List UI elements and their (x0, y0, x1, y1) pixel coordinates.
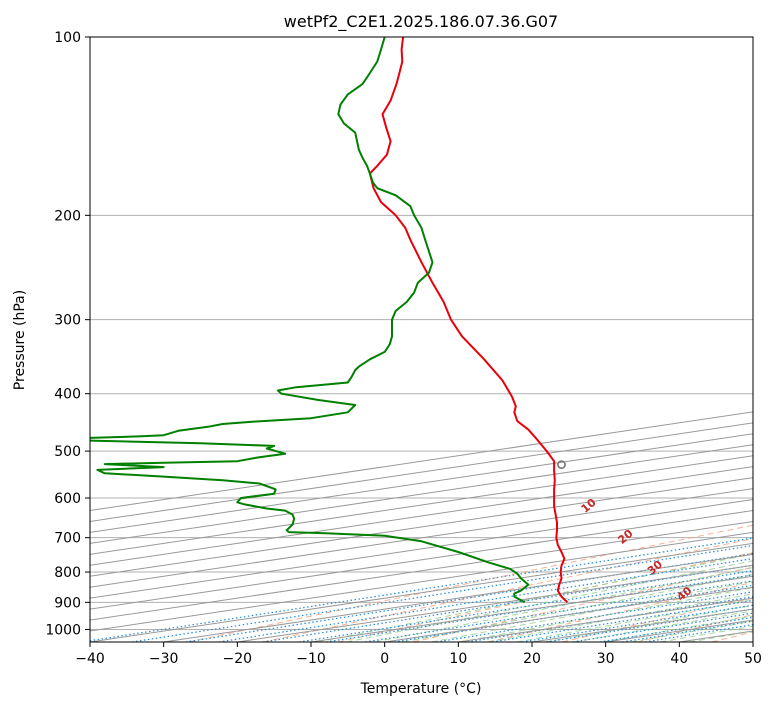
isotherm-line (90, 499, 753, 599)
x-tick-label: −30 (149, 651, 179, 667)
y-tick-label: 600 (54, 491, 81, 507)
lcl-marker (557, 460, 566, 470)
y-tick-label: 800 (54, 565, 81, 581)
y-tick-label: 500 (54, 444, 81, 460)
x-tick-label: 20 (523, 651, 541, 667)
x-tick-label: −10 (296, 651, 326, 667)
isotherm-line (752, 641, 753, 642)
mixing-ratio-line (185, 552, 753, 642)
mixing-ratio-line (522, 604, 753, 642)
y-tick-label: 900 (54, 595, 81, 611)
x-axis: −40 −30 −20 −10 0 10 20 30 40 50 (75, 642, 762, 667)
isotherm-line (90, 466, 753, 566)
x-tick-label: −40 (75, 651, 105, 667)
sounding-series (90, 37, 569, 604)
mixing-ratio-line (90, 537, 753, 642)
dewpoint-line (90, 37, 530, 604)
plot-content: -100-90-80-70-60-50-40-30-20-10102030400… (90, 37, 753, 642)
x-tick-label: 0 (380, 651, 389, 667)
y-tick-label: 700 (54, 531, 81, 547)
isotherm-line (90, 488, 753, 588)
mixing-ratio-line (572, 612, 753, 642)
y-tick-label: 1000 (45, 622, 81, 638)
moist-adiabat-line (346, 560, 753, 642)
chart-title: wetPf2_C2E1.2025.186.07.36.G07 (284, 12, 558, 32)
x-axis-label: Temperature (°C) (360, 681, 482, 697)
isotherm-line (90, 509, 753, 610)
y-axis-label: Pressure (hPa) (12, 290, 28, 390)
mixing-ratio-line (492, 599, 753, 642)
mixing-ratio-line (218, 557, 753, 642)
x-tick-label: −20 (223, 651, 253, 667)
dry-adiabat-line (263, 538, 753, 642)
y-axis: 100 200 300 400 500 600 700 800 900 1000 (45, 30, 90, 638)
dry-adiabats (188, 524, 753, 642)
moist-adiabat-line (403, 573, 753, 642)
moist-adiabat-line (459, 587, 753, 642)
mixing-ratio-line (131, 544, 753, 642)
y-tick-label: 400 (54, 387, 81, 403)
isotherm-line (90, 520, 753, 621)
mixing-ratio-line (599, 616, 753, 642)
isotherm-line (90, 444, 753, 544)
isotherm-line (90, 455, 753, 555)
dry-adiabat-line (188, 524, 753, 642)
x-tick-label: 50 (744, 651, 762, 667)
isotherms (90, 411, 753, 642)
dry-adiabat-line (487, 581, 753, 642)
isotherm-line (90, 477, 753, 577)
y-tick-label: 200 (54, 208, 81, 224)
temperature-line (368, 37, 569, 604)
x-tick-label: 40 (670, 651, 688, 667)
plot-frame (89, 36, 754, 643)
isotherm-line (90, 531, 753, 632)
plot-area (90, 37, 753, 642)
moist-adiabats (317, 553, 753, 642)
y-tick-label: 300 (54, 313, 81, 329)
x-tick-label: 10 (449, 651, 467, 667)
y-tick-label: 100 (54, 30, 81, 46)
x-tick-label: 30 (597, 651, 615, 667)
dry-adiabat-line (412, 566, 753, 642)
